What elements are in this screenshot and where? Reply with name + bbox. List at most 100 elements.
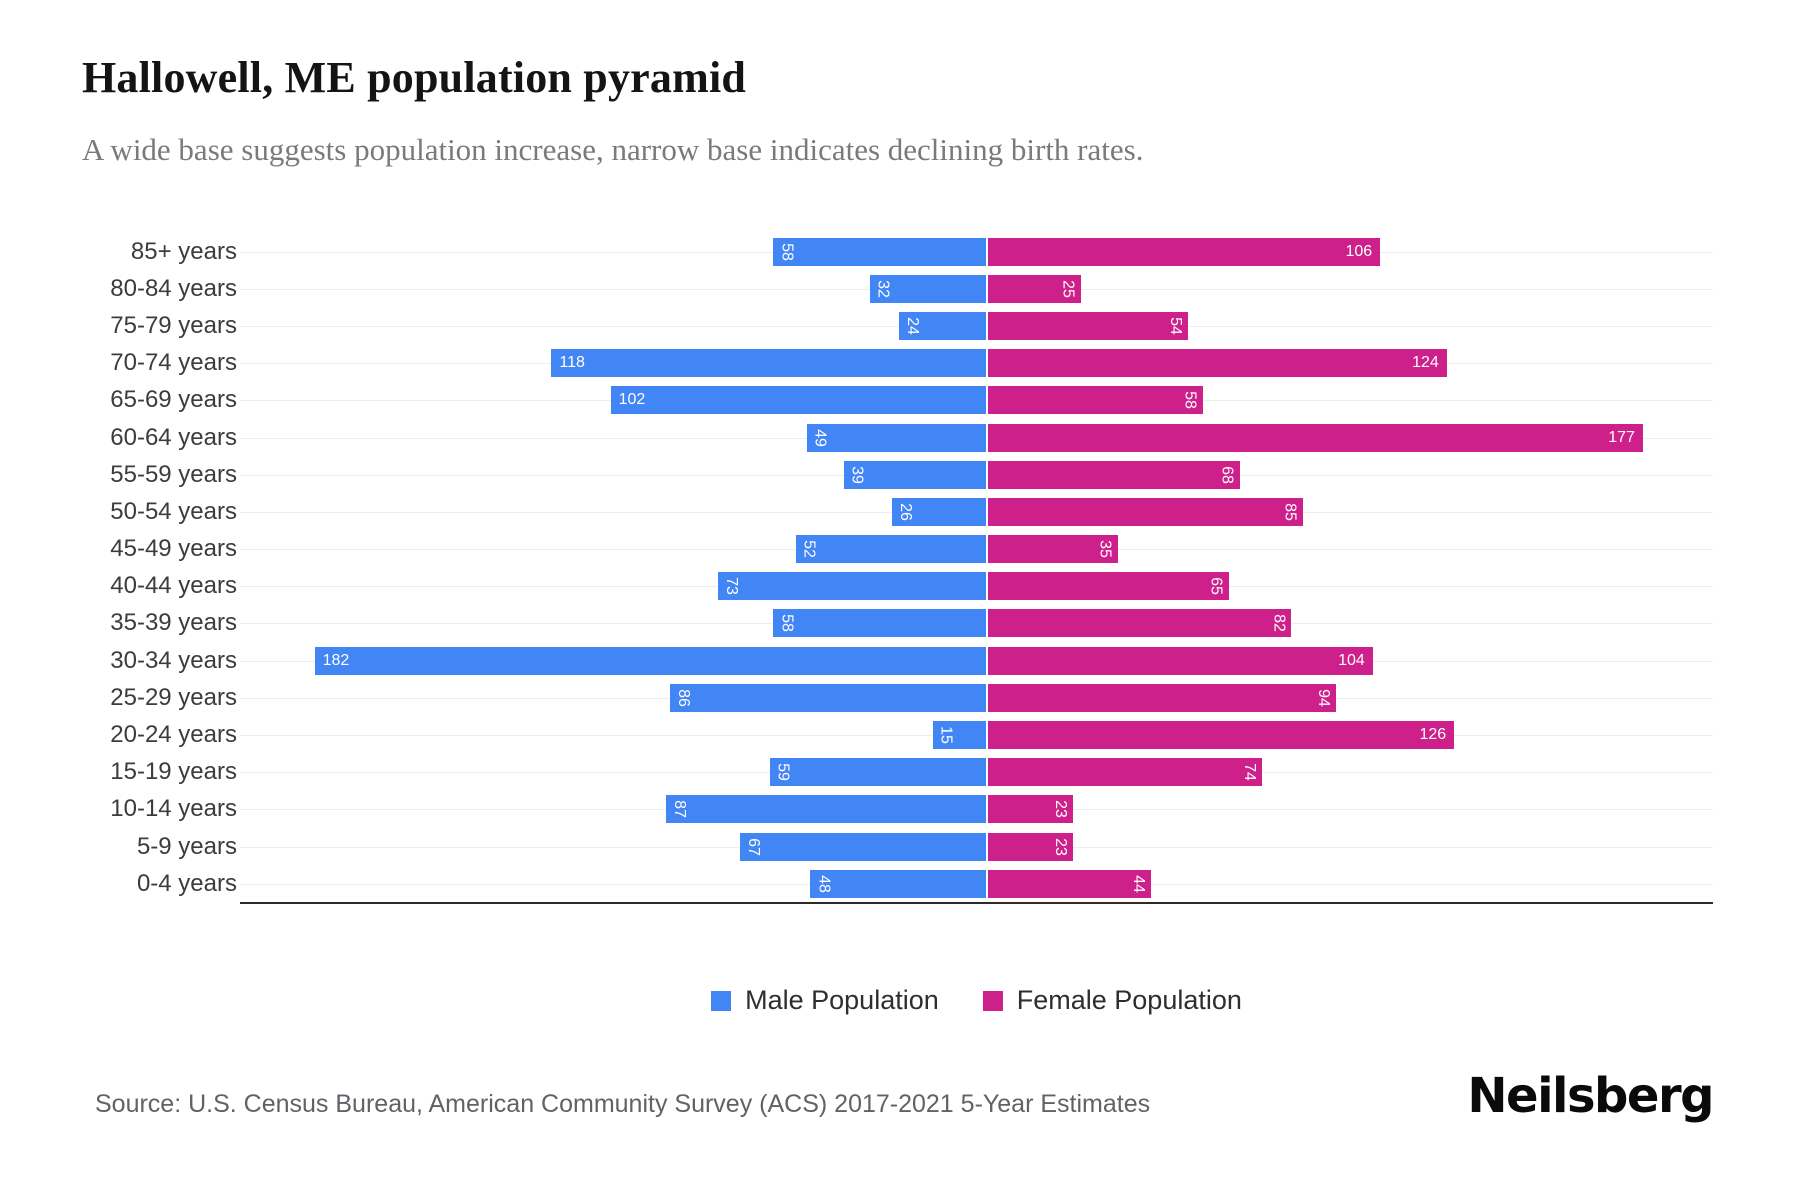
age-group-label: 55-59 years	[110, 460, 237, 488]
row-plot-area: 58 106	[240, 233, 1713, 271]
male-bar[interactable]: 67	[740, 832, 988, 861]
male-value-label: 32	[874, 279, 892, 298]
male-value-label: 67	[745, 837, 763, 856]
female-value-label: 65	[1207, 577, 1225, 596]
male-bar[interactable]: 52	[795, 535, 988, 564]
legend-item-male[interactable]: Male Population	[711, 985, 939, 1016]
pyramid-row: 45-49 years 52 35	[80, 530, 1713, 568]
neilsberg-logo: Neilsberg	[1467, 1068, 1714, 1124]
male-bar[interactable]: 39	[843, 460, 988, 489]
male-bar[interactable]: 48	[810, 869, 988, 898]
female-bar[interactable]: 82	[988, 609, 1292, 638]
female-bar[interactable]: 23	[988, 832, 1074, 861]
male-bar[interactable]: 32	[869, 274, 988, 303]
male-legend-label: Male Population	[745, 985, 939, 1015]
male-value-label: 118	[559, 354, 585, 372]
female-bar[interactable]: 44	[988, 869, 1151, 898]
age-group-label: 25-29 years	[110, 683, 237, 711]
pyramid-row: 25-29 years 86 94	[80, 679, 1713, 717]
age-group-label: 45-49 years	[110, 535, 237, 563]
male-value-label: 59	[774, 763, 792, 782]
female-bar[interactable]: 58	[988, 386, 1203, 415]
center-axis-line	[986, 753, 988, 791]
center-axis-line	[986, 307, 988, 345]
female-bar[interactable]: 104	[988, 646, 1373, 675]
male-value-label: 24	[904, 317, 922, 335]
age-group-label: 10-14 years	[110, 795, 237, 823]
female-bar[interactable]: 35	[988, 535, 1118, 564]
male-bar[interactable]: 73	[717, 572, 988, 601]
chart-legend: Male Population Female Population	[240, 985, 1713, 1016]
male-value-label: 39	[848, 465, 866, 484]
female-value-label: 126	[1419, 726, 1447, 744]
male-bar[interactable]: 86	[669, 683, 988, 712]
female-bar[interactable]: 177	[988, 423, 1643, 452]
center-axis-line	[986, 828, 988, 866]
female-value-label: 44	[1129, 874, 1147, 893]
center-axis-line	[986, 493, 988, 531]
pyramid-row: 0-4 years 48 44	[80, 865, 1713, 903]
female-bar[interactable]: 23	[988, 795, 1074, 824]
pyramid-row: 85+ years 58 106	[80, 233, 1713, 271]
female-bar[interactable]: 68	[988, 460, 1240, 489]
female-value-label: 124	[1412, 354, 1439, 372]
male-value-label: 87	[671, 800, 689, 819]
age-group-label: 20-24 years	[110, 721, 237, 749]
female-bar[interactable]: 74	[988, 758, 1262, 787]
row-plot-area: 24 54	[240, 307, 1713, 345]
male-bar[interactable]: 58	[773, 609, 988, 638]
male-legend-swatch	[711, 990, 732, 1011]
age-group-label: 5-9 years	[136, 832, 237, 860]
center-axis-line	[986, 530, 988, 568]
pyramid-row: 30-34 years 182 104	[80, 642, 1713, 680]
pyramid-row: 40-44 years 73 65	[80, 567, 1713, 605]
center-axis-line	[986, 381, 988, 419]
pyramid-row: 60-64 years 49 177	[80, 418, 1713, 457]
female-bar[interactable]: 85	[988, 497, 1303, 526]
x-axis-baseline	[240, 902, 1713, 905]
male-bar[interactable]: 118	[551, 349, 988, 378]
male-bar[interactable]: 58	[773, 237, 988, 266]
male-bar[interactable]: 15	[932, 721, 988, 750]
row-plot-area: 118 124	[240, 344, 1713, 382]
male-value-label: 52	[800, 540, 818, 558]
legend-item-female[interactable]: Female Population	[982, 985, 1242, 1016]
male-bar[interactable]: 59	[769, 758, 988, 787]
age-group-label: 0-4 years	[136, 869, 237, 897]
row-plot-area: 67 23	[240, 828, 1713, 866]
pyramid-row: 75-79 years 24 54	[80, 307, 1713, 345]
female-bar[interactable]: 124	[988, 349, 1447, 378]
pyramid-row: 5-9 years 67 23	[80, 828, 1713, 866]
pyramid-row: 65-69 years 102 58	[80, 381, 1713, 419]
female-value-label: 104	[1338, 651, 1365, 669]
center-axis-line	[986, 865, 988, 903]
center-axis-line	[986, 716, 988, 754]
row-plot-area: 86 94	[240, 679, 1713, 717]
male-bar[interactable]: 26	[891, 497, 988, 526]
female-bar[interactable]: 94	[988, 683, 1336, 712]
male-bar[interactable]: 87	[666, 795, 988, 824]
age-group-label: 75-79 years	[110, 311, 237, 339]
pyramid-row: 70-74 years 118 124	[80, 344, 1713, 382]
age-group-label: 40-44 years	[110, 572, 237, 600]
center-axis-line	[986, 567, 988, 605]
pyramid-row: 35-39 years 58 82	[80, 604, 1713, 643]
center-axis-line	[986, 642, 988, 680]
male-value-label: 58	[778, 242, 796, 261]
female-bar[interactable]: 126	[988, 721, 1455, 750]
female-bar[interactable]: 54	[988, 311, 1188, 340]
male-bar[interactable]: 182	[314, 646, 988, 675]
female-bar[interactable]: 25	[988, 274, 1081, 303]
female-bar[interactable]: 106	[988, 237, 1381, 266]
male-value-label: 182	[322, 651, 350, 669]
center-axis-line	[986, 604, 988, 643]
age-group-label: 70-74 years	[110, 349, 237, 377]
male-bar[interactable]: 24	[899, 311, 988, 340]
male-bar[interactable]: 102	[610, 386, 988, 415]
male-bar[interactable]: 49	[806, 423, 988, 452]
female-value-label: 25	[1059, 279, 1077, 298]
female-value-label: 23	[1052, 800, 1070, 819]
female-bar[interactable]: 65	[988, 572, 1229, 601]
female-value-label: 74	[1240, 763, 1258, 782]
pyramid-row: 80-84 years 32 25	[80, 270, 1713, 308]
